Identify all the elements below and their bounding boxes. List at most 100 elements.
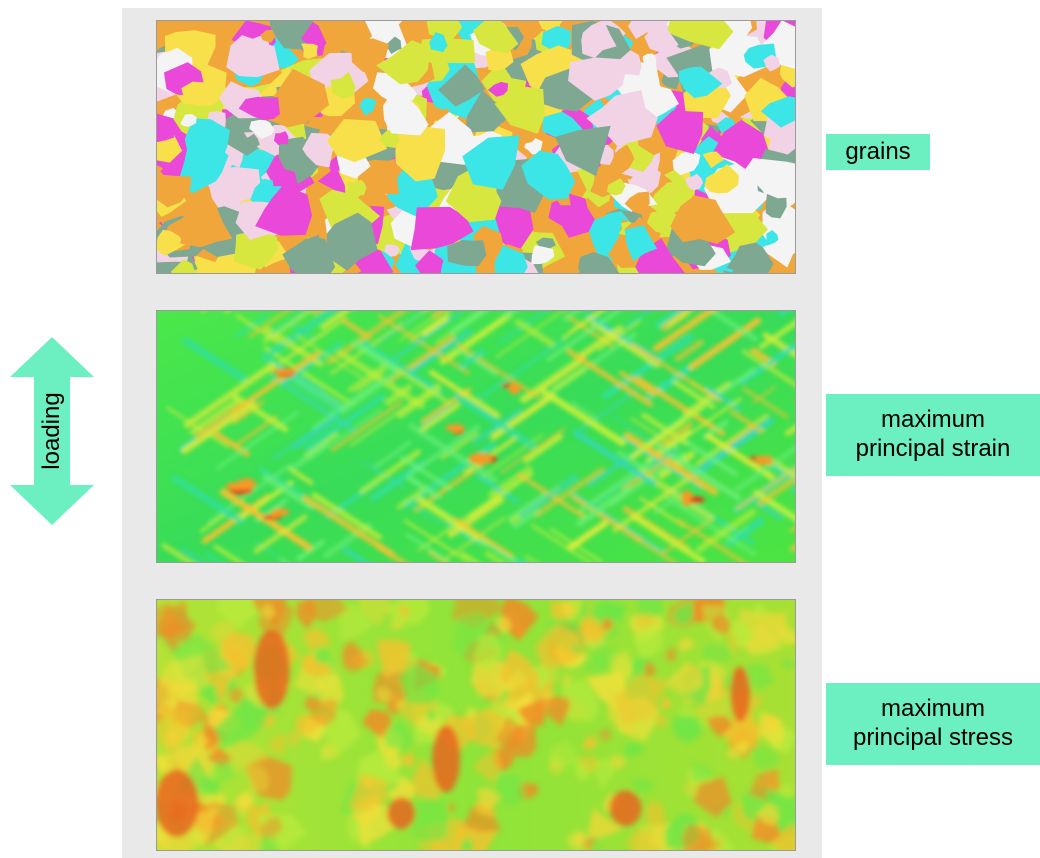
strain-streak [672, 379, 716, 410]
grain-cell [646, 208, 677, 238]
stress-patch [602, 617, 614, 630]
strain-streak [552, 366, 587, 392]
strain-streak [742, 387, 789, 419]
strain-streak [752, 386, 777, 404]
stress-patch [296, 601, 317, 630]
strain-streak [637, 403, 706, 453]
strain-streak [396, 485, 429, 510]
grain-cell [473, 21, 519, 54]
strain-streak [523, 433, 563, 464]
stress-patch [561, 678, 600, 723]
grain-cell [678, 66, 723, 99]
grain-cell [568, 57, 628, 101]
strain-streak [431, 311, 447, 319]
strain-streak [248, 311, 290, 338]
grain-cell [555, 125, 611, 177]
strain-streak [612, 476, 691, 533]
grain-cell [239, 133, 260, 149]
strain-streak [359, 449, 422, 494]
strain-streak [291, 369, 323, 391]
stress-patch [614, 672, 659, 725]
stress-patch [384, 751, 404, 770]
grain-cell [606, 178, 626, 196]
strain-streak [680, 437, 738, 477]
strain-streak [267, 316, 348, 373]
strain-streak [682, 381, 731, 416]
stress-patch [601, 601, 628, 623]
strain-streak [415, 496, 490, 547]
strain-streak [171, 475, 245, 525]
grain-cell [410, 206, 474, 251]
strain-streak [279, 557, 289, 562]
stress-patch [597, 728, 611, 743]
grain-cell [384, 244, 401, 257]
grain-cell [180, 113, 197, 127]
stress-patch [386, 702, 399, 716]
stress-label-line1: maximum [880, 695, 985, 722]
strain-streak [741, 349, 795, 388]
stress-patch [399, 751, 416, 768]
strain-streak [653, 491, 685, 515]
strain-hotspot [501, 383, 511, 388]
grain-cell [260, 29, 276, 43]
strain-streak [181, 399, 256, 454]
strain-streak [484, 550, 506, 562]
strain-hotspot [682, 499, 691, 507]
strain-streak [546, 311, 622, 362]
stress-patch [447, 802, 456, 813]
strain-streak [610, 414, 657, 445]
strain-streak [440, 432, 479, 460]
stress-map-panel [156, 599, 796, 851]
strain-streak [311, 492, 383, 540]
stress-patch [583, 836, 597, 850]
grain-cell [670, 195, 736, 245]
stress-patch [157, 831, 195, 850]
grain-cell [685, 173, 704, 191]
strain-streak [408, 423, 498, 483]
grain-cell [702, 151, 725, 169]
strain-streak [561, 311, 604, 340]
stress-patch [696, 687, 741, 727]
strain-streak [573, 430, 657, 487]
strain-streak [205, 552, 222, 562]
strain-streak [262, 473, 315, 511]
strain-streak [296, 335, 364, 379]
strain-streak [735, 466, 795, 511]
stress-patch [356, 804, 396, 846]
strain-streak [408, 329, 473, 375]
loading-label: loading [38, 392, 65, 470]
stress-patch [756, 802, 779, 827]
strain-streak [405, 533, 449, 562]
grain-cell [395, 120, 446, 182]
grain-cell [376, 40, 431, 85]
strain-streak [500, 427, 566, 474]
grain-cell [642, 53, 657, 68]
stress-patch [587, 808, 623, 839]
stress-patch [592, 757, 616, 790]
strain-label-line2: principal strain [855, 435, 1011, 462]
stress-patch [214, 696, 268, 749]
strain-streak [530, 523, 593, 562]
strain-streak [630, 372, 726, 437]
grain-cell [581, 21, 617, 59]
grain-cell [494, 245, 528, 273]
stress-patch [288, 731, 301, 746]
grain-cell [226, 35, 280, 78]
stress-patch [577, 755, 600, 775]
strain-streak [272, 411, 341, 460]
stress-patch [771, 822, 795, 850]
strain-streak [377, 314, 471, 375]
strain-streak [182, 337, 247, 382]
grains-label: grains [826, 134, 930, 170]
grain-cell [178, 140, 229, 194]
grain-cell [357, 159, 404, 195]
grain-cell [269, 21, 318, 51]
strain-streak [384, 384, 413, 406]
stress-patch [545, 695, 570, 727]
stress-patch [410, 757, 446, 801]
strain-streak [630, 342, 722, 403]
strain-streak [666, 311, 693, 328]
stress-patch [425, 709, 437, 721]
grain-cell [179, 202, 233, 248]
strain-streak [322, 522, 373, 559]
